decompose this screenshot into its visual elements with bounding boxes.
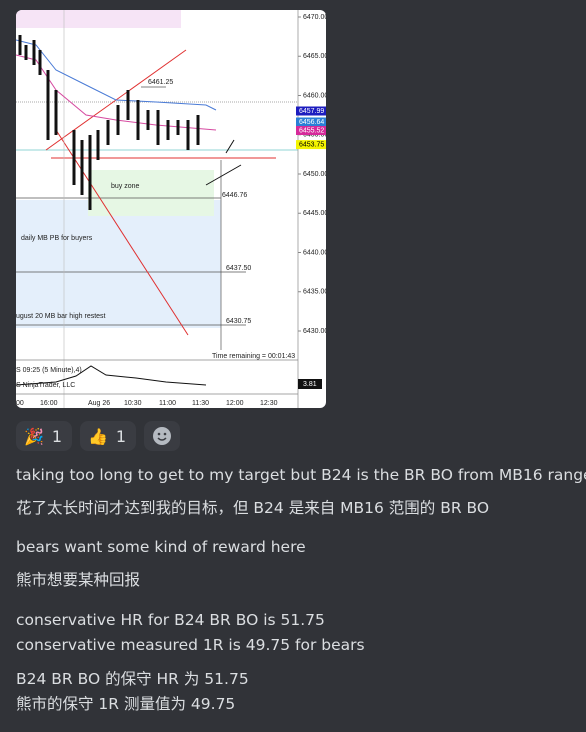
price-tag-label: 6453.75 bbox=[299, 141, 324, 148]
time-label: 16:00 bbox=[40, 400, 58, 407]
price-label: 6470.00 bbox=[303, 14, 326, 21]
time-label: 11:00 bbox=[159, 400, 176, 407]
time-label: Aug 26 bbox=[88, 400, 110, 407]
copyright: S NinjaTrader, LLC bbox=[16, 382, 75, 389]
price-label: 6445.00 bbox=[303, 210, 326, 217]
price-tag bbox=[296, 126, 326, 135]
annotation: Time remaining = 00:01:43 bbox=[212, 353, 295, 360]
price-label: 6435.00 bbox=[303, 289, 326, 296]
price-tag bbox=[296, 140, 326, 150]
reaction-count: 1 bbox=[115, 426, 127, 446]
time-label: 00 bbox=[16, 400, 24, 407]
price-label: 6465.00 bbox=[303, 53, 326, 60]
annotation: ugust 20 MB bar high restest bbox=[16, 313, 106, 320]
reaction-emoji: 👍 bbox=[88, 426, 108, 446]
reaction-emoji: 🎉 bbox=[24, 426, 44, 446]
level-label: 6437.50 bbox=[226, 265, 251, 272]
annotation: daily MB PB for buyers bbox=[21, 235, 93, 242]
message-line: taking too long to get to my target but … bbox=[16, 466, 586, 484]
annotation: buy zone bbox=[111, 183, 140, 190]
message: B24 BR BO 的保守 HR 为 51.75 熊市的保守 1R 测量值为 49… bbox=[16, 667, 249, 717]
smiley-icon bbox=[153, 427, 171, 445]
price-label: 6430.00 bbox=[303, 328, 326, 335]
indicator-label: S 09:25 (5 Minute),4) bbox=[16, 367, 82, 374]
indicator-tag: 3.81 bbox=[303, 381, 317, 388]
level-label: 6430.75 bbox=[226, 318, 251, 325]
reaction-count: 1 bbox=[51, 426, 63, 446]
price-tag-label: 6456.64 bbox=[299, 119, 324, 126]
message-line: 熊市的保守 1R 测量值为 49.75 bbox=[16, 695, 236, 713]
message-line: 熊市想要某种回报 bbox=[16, 571, 141, 589]
chart-image: 6470.00 6465.00 6460.00 6455.00 6450.00 6445.… bbox=[16, 10, 326, 408]
price-tag bbox=[296, 117, 326, 127]
price-label: 6450.00 bbox=[303, 171, 326, 178]
reaction[interactable]: 🎉 1 bbox=[16, 421, 72, 451]
message-line: B24 BR BO 的保守 HR 为 51.75 bbox=[16, 670, 249, 688]
price-tag-label: 6455.52 bbox=[299, 127, 324, 134]
time-label: 11:30 bbox=[192, 400, 209, 407]
message: bears want some kind of reward here 熊市想要某… bbox=[16, 535, 306, 593]
message-line: bears want some kind of reward here bbox=[16, 538, 306, 556]
add-reaction[interactable] bbox=[144, 421, 180, 451]
reaction[interactable]: 👍 1 bbox=[80, 421, 136, 451]
message-line: 花了太长时间才达到我的目标，但 B24 是来自 MB16 范围的 BR BO bbox=[16, 499, 490, 517]
price-tag bbox=[296, 106, 326, 116]
level-label: 6446.76 bbox=[222, 192, 247, 199]
time-label: 12:30 bbox=[260, 400, 278, 407]
level-label: 6461.25 bbox=[148, 79, 173, 86]
message: conservative HR for B24 BR BO is 51.75 co… bbox=[16, 608, 365, 658]
message: taking too long to get to my target but … bbox=[16, 463, 586, 521]
time-label: 12:00 bbox=[226, 400, 244, 407]
message-line: conservative HR for B24 BR BO is 51.75 bbox=[16, 611, 325, 629]
price-label: 6455.00 bbox=[303, 132, 326, 139]
time-label: 10:30 bbox=[124, 400, 142, 407]
price-label: 6440.00 bbox=[303, 249, 326, 256]
price-tag-label: 6457.99 bbox=[299, 108, 324, 115]
message-line: conservative measured 1R is 49.75 for be… bbox=[16, 636, 365, 654]
price-label: 6460.00 bbox=[303, 92, 326, 99]
